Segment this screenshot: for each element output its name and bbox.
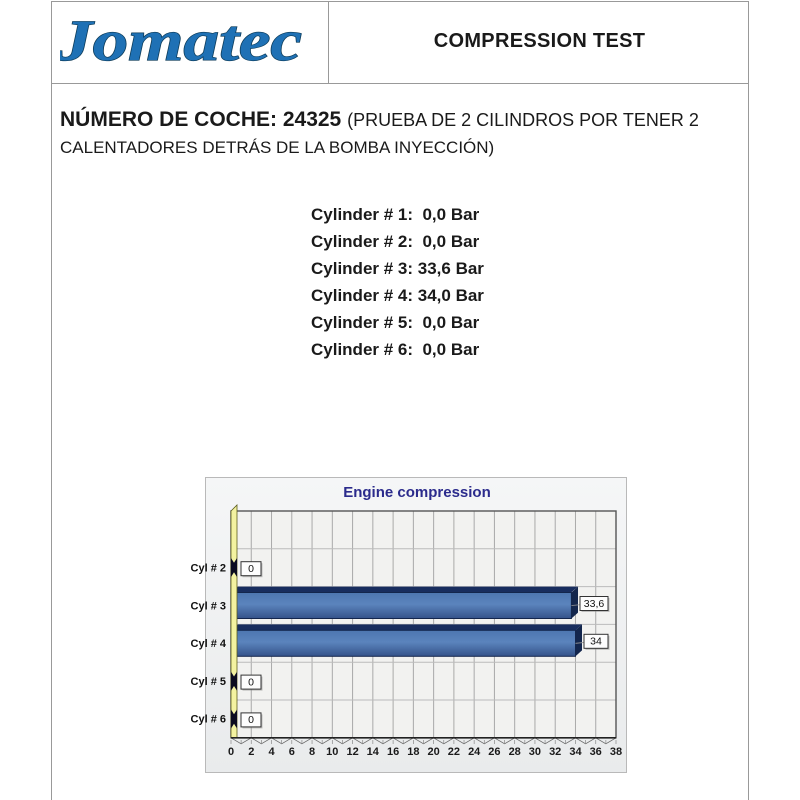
svg-text:10: 10 bbox=[326, 746, 338, 758]
svg-text:0: 0 bbox=[248, 563, 254, 575]
svg-text:Cyl # 2: Cyl # 2 bbox=[191, 563, 226, 575]
svg-text:33,6: 33,6 bbox=[584, 598, 605, 610]
svg-text:0: 0 bbox=[248, 676, 254, 688]
svg-text:38: 38 bbox=[610, 746, 622, 758]
svg-text:28: 28 bbox=[509, 746, 521, 758]
svg-text:8: 8 bbox=[309, 746, 315, 758]
svg-text:34: 34 bbox=[569, 746, 582, 758]
svg-text:4: 4 bbox=[268, 746, 275, 758]
svg-text:0: 0 bbox=[248, 714, 254, 726]
svg-text:Cyl # 4: Cyl # 4 bbox=[191, 638, 227, 650]
svg-text:12: 12 bbox=[346, 746, 358, 758]
svg-text:Cyl # 5: Cyl # 5 bbox=[191, 676, 226, 688]
svg-text:26: 26 bbox=[488, 746, 500, 758]
svg-text:18: 18 bbox=[407, 746, 419, 758]
svg-text:14: 14 bbox=[367, 746, 380, 758]
svg-text:36: 36 bbox=[590, 746, 602, 758]
svg-text:22: 22 bbox=[448, 746, 460, 758]
svg-text:Jomatec: Jomatec bbox=[60, 12, 302, 72]
svg-text:2: 2 bbox=[248, 746, 254, 758]
svg-text:0: 0 bbox=[228, 746, 234, 758]
svg-text:20: 20 bbox=[427, 746, 439, 758]
svg-text:16: 16 bbox=[387, 746, 399, 758]
svg-text:Cyl # 6: Cyl # 6 bbox=[191, 714, 226, 726]
svg-text:24: 24 bbox=[468, 746, 481, 758]
svg-text:32: 32 bbox=[549, 746, 561, 758]
svg-text:30: 30 bbox=[529, 746, 541, 758]
svg-text:6: 6 bbox=[289, 746, 295, 758]
svg-text:Cyl # 3: Cyl # 3 bbox=[191, 600, 226, 612]
svg-text:34: 34 bbox=[590, 636, 602, 648]
